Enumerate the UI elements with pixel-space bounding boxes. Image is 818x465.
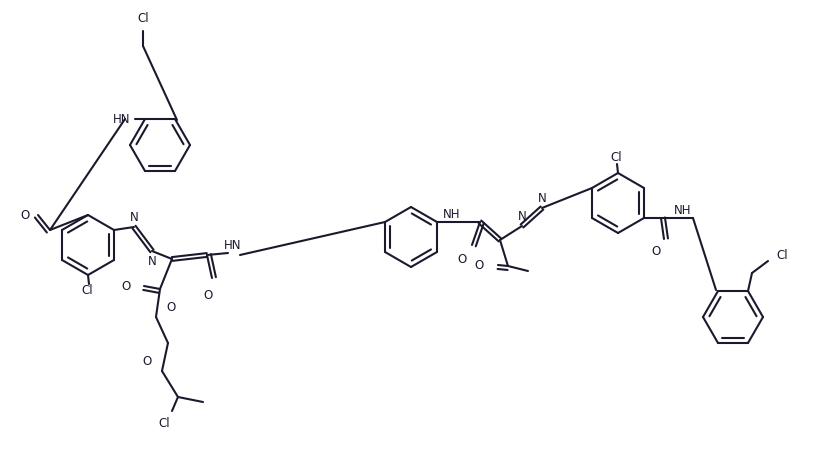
Text: N: N bbox=[129, 211, 138, 224]
Text: NH: NH bbox=[443, 207, 461, 220]
Text: N: N bbox=[518, 210, 526, 222]
Text: Cl: Cl bbox=[137, 12, 149, 25]
Text: O: O bbox=[142, 354, 152, 367]
Text: O: O bbox=[166, 300, 175, 313]
Text: N: N bbox=[537, 192, 546, 205]
Text: Cl: Cl bbox=[610, 151, 622, 164]
Text: Cl: Cl bbox=[158, 417, 170, 430]
Text: N: N bbox=[147, 254, 156, 267]
Text: O: O bbox=[474, 259, 484, 272]
Text: O: O bbox=[20, 208, 30, 221]
Text: Cl: Cl bbox=[81, 285, 92, 298]
Text: O: O bbox=[122, 279, 131, 292]
Text: O: O bbox=[457, 252, 466, 266]
Text: O: O bbox=[204, 288, 213, 301]
Text: Cl: Cl bbox=[776, 248, 788, 261]
Text: HN: HN bbox=[113, 113, 130, 126]
Text: O: O bbox=[651, 245, 661, 258]
Text: HN: HN bbox=[224, 239, 242, 252]
Text: NH: NH bbox=[674, 204, 692, 217]
